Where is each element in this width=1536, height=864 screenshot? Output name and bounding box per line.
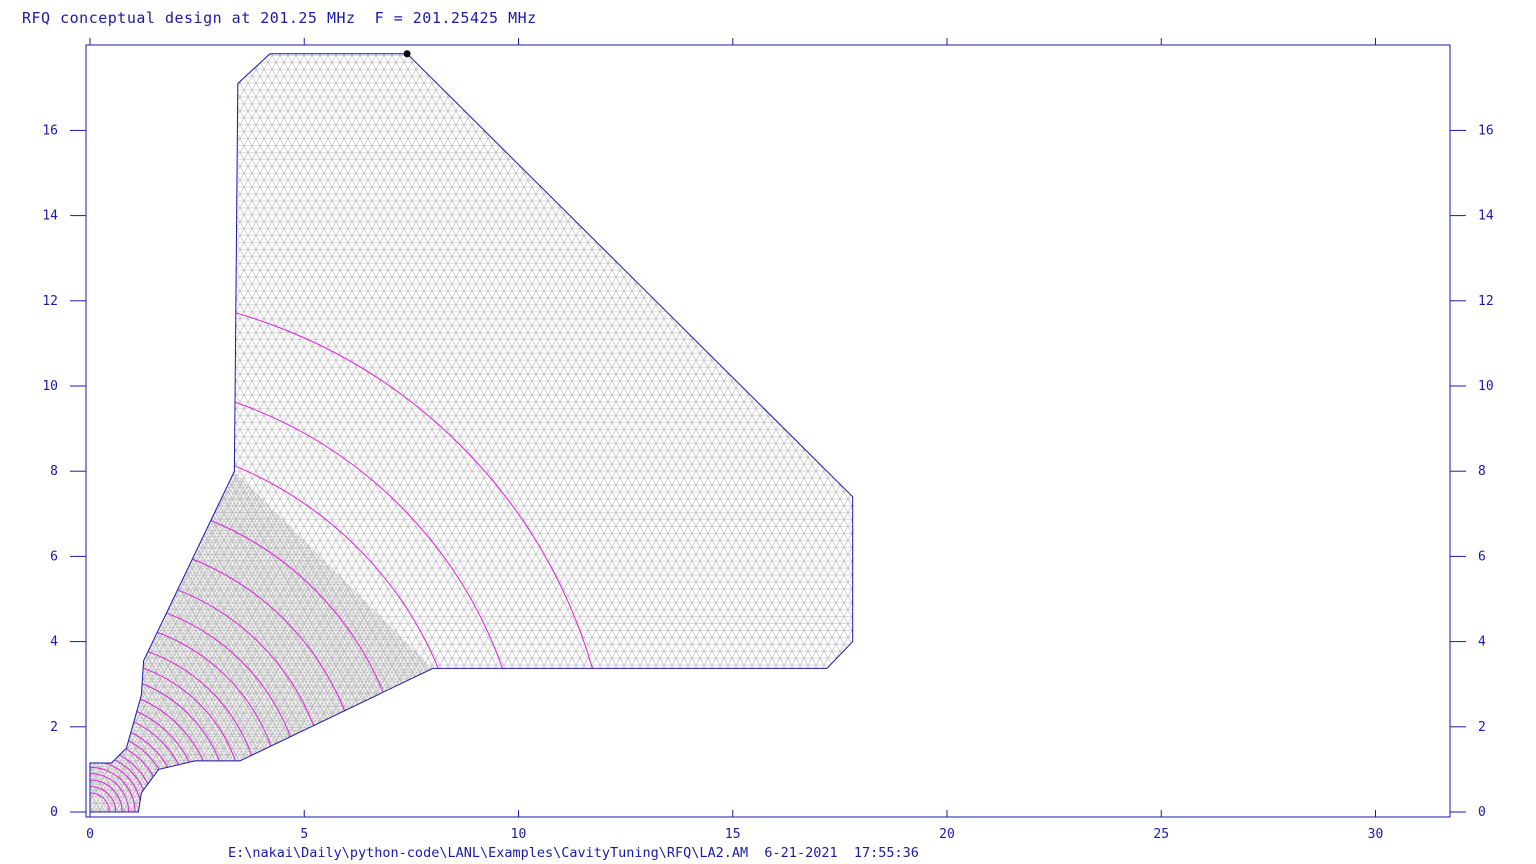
- cavity-outline: [89, 53, 854, 813]
- y-axis-ticks-left: 0 2 4 6 8 10 12 14 16: [42, 123, 86, 820]
- plot-title: RFQ conceptual design at 201.25 MHz F = …: [22, 9, 537, 27]
- y-tick-label-left: 16: [42, 123, 58, 138]
- file-path-footer: E:\nakai\Daily\python-code\LANL\Examples…: [228, 845, 919, 861]
- y-tick-label-left: 4: [50, 635, 58, 650]
- x-tick-label: 5: [300, 827, 308, 842]
- y-tick-label-right: 10: [1478, 379, 1494, 394]
- x-tick-label: 20: [939, 827, 955, 842]
- plot-frame: [85, 44, 1451, 818]
- y-tick-label-left: 0: [50, 805, 58, 820]
- y-tick-label-right: 6: [1478, 549, 1486, 564]
- y-tick-label-right: 14: [1478, 209, 1494, 224]
- y-tick-label-left: 2: [50, 720, 58, 735]
- field-line: [90, 785, 117, 812]
- y-tick-label-right: 2: [1478, 720, 1486, 735]
- y-tick-label-right: 4: [1478, 635, 1486, 650]
- x-tick-label: 15: [725, 827, 741, 842]
- field-line: [90, 779, 123, 812]
- y-axis-ticks-right: 0 2 4 6 8 10 12 14 16: [1450, 123, 1494, 820]
- field-line: [90, 766, 136, 812]
- y-tick-label-left: 6: [50, 549, 58, 564]
- x-tick-label: 10: [511, 827, 527, 842]
- y-tick-label-left: 12: [42, 294, 58, 309]
- y-tick-label-left: 14: [42, 209, 58, 224]
- x-tick-label: 30: [1368, 827, 1384, 842]
- x-axis-ticks: 0 5 10 15 20 25 30: [86, 38, 1383, 842]
- boundary-marker: [403, 50, 411, 58]
- y-tick-label-right: 0: [1478, 805, 1486, 820]
- y-tick-label-right: 8: [1478, 464, 1486, 479]
- y-tick-label-right: 12: [1478, 294, 1494, 309]
- y-tick-label-left: 10: [42, 379, 58, 394]
- x-tick-label: 25: [1153, 827, 1169, 842]
- field-line: [90, 773, 130, 812]
- y-tick-label-right: 16: [1478, 123, 1494, 138]
- field-line: [90, 792, 110, 812]
- y-tick-label-left: 8: [50, 464, 58, 479]
- x-tick-label: 0: [86, 827, 94, 842]
